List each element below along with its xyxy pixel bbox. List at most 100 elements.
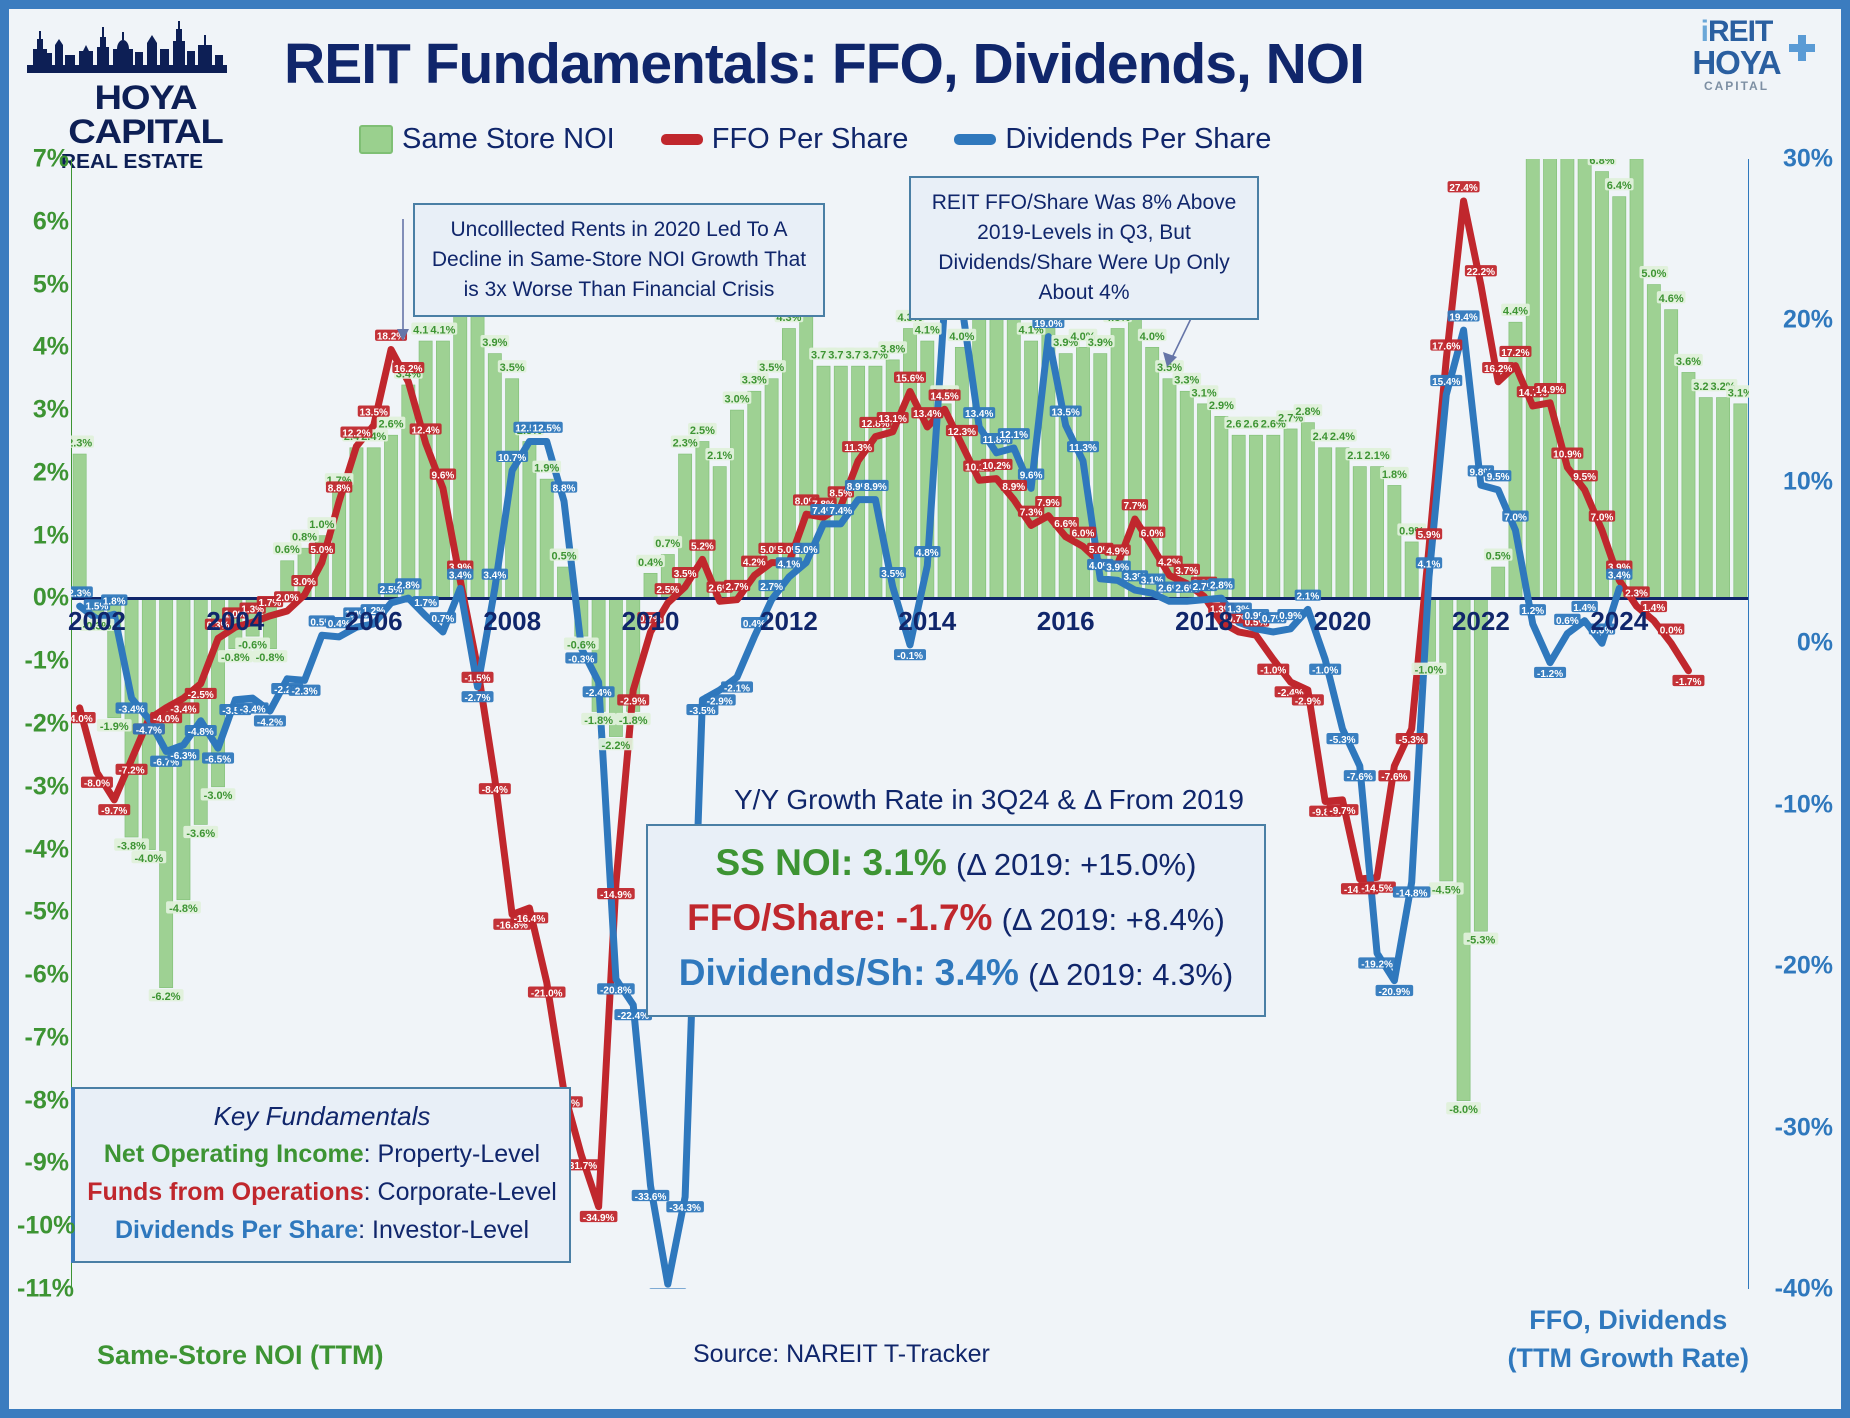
footer-right-line2: (TTM Growth Rate) [1507, 1343, 1749, 1373]
svg-text:4.9%: 4.9% [1106, 546, 1129, 557]
svg-text:0.4%: 0.4% [328, 619, 351, 630]
y-axis-left-tick: -3% [24, 772, 69, 801]
y-axis-left-tick: 2% [32, 458, 69, 487]
svg-text:6.8%: 6.8% [1589, 159, 1614, 167]
y-axis-left-tick: 4% [32, 332, 69, 361]
svg-text:10.1%: 10.1% [965, 462, 993, 473]
svg-text:-33.6%: -33.6% [635, 1192, 667, 1203]
ireit-i-glyph: i [1700, 15, 1709, 48]
svg-text:-9.7%: -9.7% [101, 806, 127, 817]
x-axis-tick-2008: 2008 [483, 606, 542, 637]
svg-text:9.5%: 9.5% [1487, 472, 1510, 483]
svg-text:10.9%: 10.9% [1553, 450, 1581, 461]
svg-text:5.9%: 5.9% [1418, 530, 1441, 541]
summary-row-dividends: Dividends/Sh: 3.4% (Δ 2019: 4.3%) [648, 946, 1264, 1001]
svg-text:-4.2%: -4.2% [257, 717, 283, 728]
callout-noi-decline: Uncolllected Rents in 2020 Led To A Decl… [413, 203, 825, 317]
plus-icon [1789, 35, 1815, 61]
svg-text:7.0%: 7.0% [1591, 512, 1614, 523]
y-axis-left-tick: -9% [24, 1148, 69, 1177]
svg-text:8.8%: 8.8% [553, 483, 576, 494]
y-axis-left-tick: -4% [24, 835, 69, 864]
svg-text:-2.2%: -2.2% [602, 740, 631, 752]
svg-text:0.7%: 0.7% [639, 614, 662, 625]
svg-text:-20.8%: -20.8% [600, 985, 632, 996]
svg-text:3.9%: 3.9% [1106, 563, 1129, 574]
svg-text:8.9%: 8.9% [864, 482, 887, 493]
svg-text:-0.1%: -0.1% [897, 651, 923, 662]
svg-text:6.4%: 6.4% [1607, 180, 1632, 192]
svg-text:-14.8%: -14.8% [1396, 888, 1428, 899]
y-axis-left-tick: 7% [32, 144, 69, 173]
y-axis-right-tick: 30% [1782, 144, 1833, 173]
svg-text:7.9%: 7.9% [1037, 498, 1060, 509]
svg-text:3.6%: 3.6% [1676, 356, 1701, 368]
svg-text:8.5%: 8.5% [829, 488, 852, 499]
svg-text:-34.9%: -34.9% [583, 1213, 615, 1224]
key-fundamentals-row-div: Dividends Per Share: Investor-Level [75, 1211, 569, 1249]
svg-text:1.0%: 1.0% [345, 609, 368, 620]
svg-text:3.4%: 3.4% [449, 571, 472, 582]
svg-text:3.5%: 3.5% [674, 569, 697, 580]
svg-text:5.0%: 5.0% [760, 545, 783, 556]
x-axis-tick-2020: 2020 [1313, 606, 1372, 637]
legend-label-dividends: Dividends Per Share [1005, 123, 1272, 155]
x-axis-tick-2014: 2014 [898, 606, 957, 637]
svg-text:2.6%: 2.6% [1175, 584, 1198, 595]
legend-swatch-line-ffo-icon [660, 134, 703, 145]
svg-text:13.5%: 13.5% [360, 408, 388, 419]
svg-text:12.1%: 12.1% [1000, 430, 1028, 441]
y-axis-left-tick: 0% [32, 583, 69, 612]
svg-text:2.7%: 2.7% [1193, 582, 1216, 593]
svg-text:13.1%: 13.1% [879, 414, 907, 425]
svg-text:0.9%: 0.9% [1245, 611, 1268, 622]
svg-text:3.0%: 3.0% [293, 577, 316, 588]
svg-text:7.4%: 7.4% [829, 506, 852, 517]
skyline-icon [27, 21, 227, 73]
logo-text-real-estate: REAL ESTATE [60, 151, 204, 173]
footer-right-line1: FFO, Dividends [1529, 1305, 1728, 1335]
svg-text:-2.9%: -2.9% [1295, 696, 1321, 707]
ireit-hoya-logo: iREIT HOYA CAPITAL [1654, 17, 1819, 93]
svg-text:3.5%: 3.5% [1157, 362, 1182, 374]
summary-value-ffo: -1.7% [895, 897, 993, 938]
y-axis-right-tick: 0% [1796, 628, 1833, 657]
svg-text:3.9%: 3.9% [482, 337, 507, 349]
svg-text:3.3%: 3.3% [1123, 572, 1146, 583]
svg-text:2.1%: 2.1% [707, 450, 732, 462]
svg-text:-0.8%: -0.8% [256, 652, 285, 664]
svg-text:14.5%: 14.5% [930, 391, 958, 402]
svg-text:4.1%: 4.1% [915, 324, 940, 336]
svg-text:1.9%: 1.9% [534, 463, 559, 475]
legend-item-ffo: FFO Per Share [660, 123, 908, 156]
svg-text:3.5%: 3.5% [881, 569, 904, 580]
x-axis-tick-2018: 2018 [1175, 606, 1233, 637]
svg-text:3.4%: 3.4% [483, 571, 506, 582]
svg-text:-5.3%: -5.3% [1329, 735, 1355, 746]
svg-text:5.0%: 5.0% [795, 545, 818, 556]
svg-text:2.8%: 2.8% [397, 580, 420, 591]
svg-text:-4.5%: -4.5% [1432, 884, 1461, 896]
svg-text:5.2%: 5.2% [691, 542, 714, 553]
svg-text:3.1%: 3.1% [1141, 575, 1164, 586]
svg-text:19.4%: 19.4% [1449, 312, 1477, 323]
svg-text:3.3%: 3.3% [742, 375, 767, 387]
svg-text:4.2%: 4.2% [1158, 558, 1181, 569]
svg-text:-1.2%: -1.2% [1537, 669, 1563, 680]
y-axis-left-tick: 3% [32, 395, 69, 424]
svg-text:2.3%: 2.3% [71, 588, 91, 599]
svg-text:-3.5%: -3.5% [222, 706, 248, 717]
svg-text:15.6%: 15.6% [896, 374, 924, 385]
svg-text:0.5%: 0.5% [1486, 550, 1511, 562]
svg-text:0.0%: 0.0% [1591, 625, 1614, 636]
svg-text:1.7%: 1.7% [259, 598, 282, 609]
summary-key-dividends: Dividends/Sh: [678, 952, 926, 993]
svg-text:2.0%: 2.0% [276, 593, 299, 604]
ireit-capital-text: CAPITAL [1703, 79, 1770, 93]
svg-text:8.9%: 8.9% [847, 482, 870, 493]
svg-text:3.9%: 3.9% [449, 563, 472, 574]
y-axis-right-tick: -40% [1774, 1274, 1833, 1303]
svg-text:-3.5%: -3.5% [689, 706, 715, 717]
svg-text:0.7%: 0.7% [1227, 614, 1250, 625]
x-axis-tick-2024: 2024 [1590, 606, 1649, 637]
